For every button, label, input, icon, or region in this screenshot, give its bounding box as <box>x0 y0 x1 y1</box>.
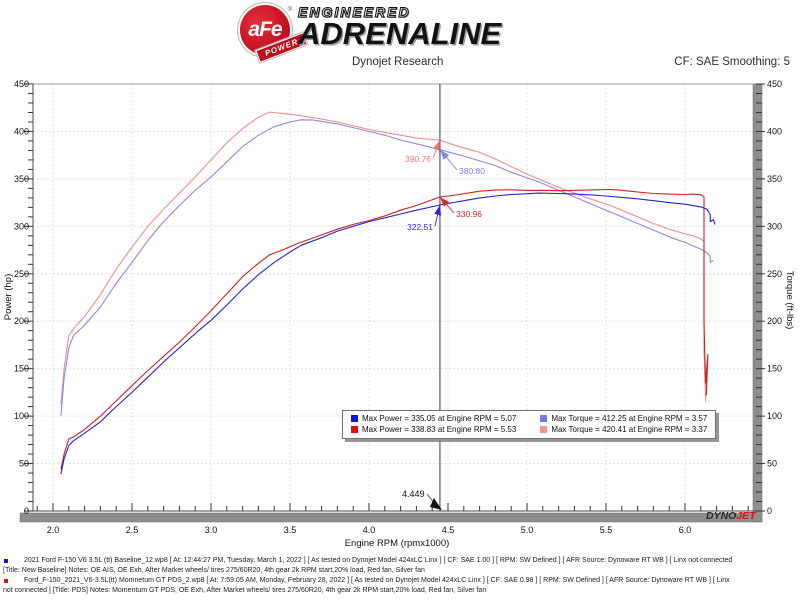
legend-swatch <box>540 426 548 433</box>
svg-text:Engine RPM (rpmx1000): Engine RPM (rpmx1000) <box>345 538 450 549</box>
registered-mark: ® <box>287 7 292 13</box>
svg-text:50: 50 <box>767 459 777 469</box>
cursor-grip[interactable] <box>429 498 442 510</box>
legend-swatch <box>351 415 358 422</box>
legend-item-max-power-baseline: Max Power = 335.05 at Engine RPM = 5.07 <box>351 413 516 424</box>
svg-text:6.0: 6.0 <box>679 525 692 535</box>
curve-torque-pds <box>60 111 708 405</box>
svg-text:300: 300 <box>767 221 782 231</box>
app-title: Dynojet Research <box>352 56 444 68</box>
svg-text:350: 350 <box>14 174 29 184</box>
annotation-value: 330.96 <box>456 209 482 219</box>
legend-box: Max Power = 335.05 at Engine RPM = 5.07 … <box>342 410 717 439</box>
legend-label: Max Power = 335.05 at Engine RPM = 5.07 <box>362 414 517 423</box>
brand-wordmark: ENGINEERED ADRENALINE <box>297 3 502 51</box>
curve-power-pds <box>60 188 709 470</box>
svg-text:3.5: 3.5 <box>284 525 297 535</box>
curves-layer <box>60 111 716 475</box>
svg-text:3.0: 3.0 <box>205 525 218 535</box>
annotation-value: 322.51 <box>407 222 433 232</box>
annotation-value: 390.76 <box>405 154 431 164</box>
run-info-line: Ford_F-150_2021_V6-3.5L(tt) Momnetum GT … <box>0 576 800 586</box>
annotation-arrow <box>433 140 440 151</box>
run-bullet-pds <box>4 579 8 583</box>
svg-text:200: 200 <box>14 316 29 326</box>
h-scrollbar[interactable] <box>19 512 763 523</box>
legend-label: Max Power = 338.83 at Engine RPM = 5.53 <box>362 425 517 434</box>
svg-text:250: 250 <box>767 269 782 279</box>
afe-logo: aFe ® POWER ENGINEERED ADRENALINE <box>232 3 577 63</box>
run-bullet-baseline <box>4 559 8 563</box>
run-info-line: 2021 Ford F-150 V6 3.5L (tt) Baseline_12… <box>0 556 800 566</box>
svg-text:450: 450 <box>767 79 782 89</box>
svg-text:Power (hp): Power (hp) <box>3 274 14 320</box>
dynojet-watermark: DYNOJET <box>706 510 757 522</box>
svg-text:4.5: 4.5 <box>442 525 455 535</box>
legend-swatch <box>540 415 548 422</box>
legend-item-max-power-pds: Max Power = 338.83 at Engine RPM = 5.53 <box>351 424 516 435</box>
run-info-footer: 2021 Ford F-150 V6 3.5L (tt) Baseline_12… <box>0 556 800 596</box>
svg-text:300: 300 <box>14 221 29 231</box>
svg-text:0: 0 <box>24 506 29 516</box>
smoothing-setting[interactable]: CF: SAE Smoothing: 5 <box>674 56 790 68</box>
run-info-text: Ford_F-150_2021_V6-3.5L(tt) Momnetum GT … <box>24 577 730 584</box>
svg-text:5.5: 5.5 <box>600 525 613 535</box>
svg-text:150: 150 <box>14 364 29 374</box>
svg-text:0: 0 <box>767 506 772 516</box>
svg-text:150: 150 <box>767 364 782 374</box>
svg-text:2.0: 2.0 <box>47 525 60 535</box>
curve-power-baseline <box>60 192 716 475</box>
run-info-line: [Title: New Baseline] Notes: OE AIS, OE … <box>0 566 800 576</box>
legend-item-max-torque-baseline: Max Torque = 412.25 at Engine RPM = 3.57 <box>540 413 707 424</box>
svg-text:250: 250 <box>14 269 29 279</box>
run-info-line: not connected ] [Title: PDS] Notes: Mome… <box>0 586 800 596</box>
curve-torque-baseline <box>60 119 714 417</box>
svg-text:4.0: 4.0 <box>363 525 376 535</box>
legend-item-max-torque-pds: Max Torque = 420.41 at Engine RPM = 3.37 <box>540 424 707 435</box>
run-info-text: 2021 Ford F-150 V6 3.5L (tt) Baseline_12… <box>24 557 733 564</box>
run-info-text: [Title: New Baseline] Notes: OE AIS, OE … <box>3 567 425 574</box>
annotation-arrow <box>434 204 442 216</box>
brand-line-engineered: ENGINEERED <box>297 3 411 20</box>
run-info-text: not connected ] [Title: PDS] Notes: Mome… <box>3 587 487 594</box>
svg-text:350: 350 <box>767 174 782 184</box>
svg-text:450: 450 <box>14 79 29 89</box>
legend-label: Max Torque = 420.41 at Engine RPM = 3.37 <box>551 425 708 434</box>
afe-badge-text: aFe <box>248 18 282 41</box>
brand-line-adrenaline: ADRENALINE <box>298 16 502 51</box>
svg-text:5.0: 5.0 <box>521 525 534 535</box>
legend-label: Max Torque = 412.25 at Engine RPM = 3.57 <box>551 414 708 423</box>
svg-text:50: 50 <box>19 459 29 469</box>
svg-text:400: 400 <box>767 126 782 136</box>
svg-text:100: 100 <box>767 411 782 421</box>
svg-text:200: 200 <box>767 316 782 326</box>
svg-text:400: 400 <box>14 126 29 136</box>
cursor-value: 4.449 <box>402 489 425 499</box>
legend-swatch <box>351 426 358 433</box>
annotation-value: 380.80 <box>459 166 485 176</box>
svg-text:Torque (ft-lbs): Torque (ft-lbs) <box>784 271 795 330</box>
v-scrollbar[interactable] <box>752 83 763 523</box>
annotation-arrow <box>439 149 450 160</box>
svg-text:100: 100 <box>14 411 29 421</box>
svg-text:2.5: 2.5 <box>126 525 139 535</box>
annotation-arrow <box>439 196 450 207</box>
